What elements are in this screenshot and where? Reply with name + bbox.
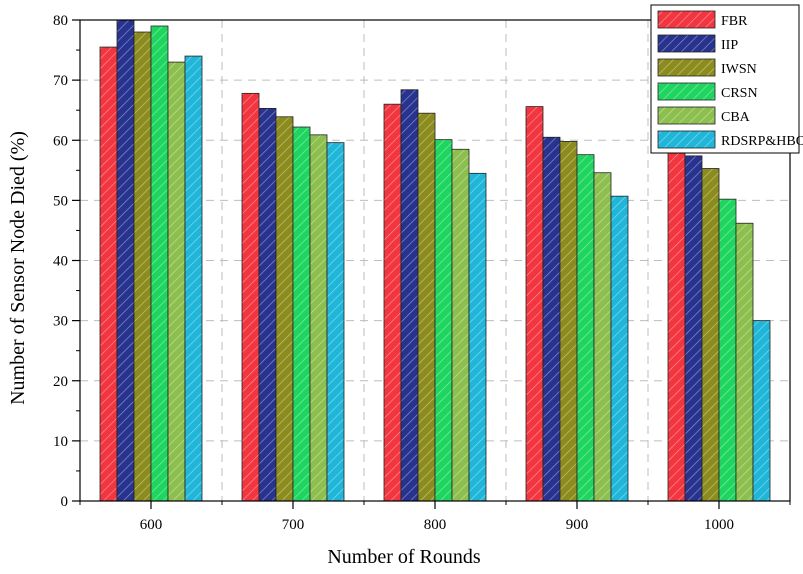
bar-rdsrp-hbo-1000 [752, 320, 771, 502]
bar-cba-600 [167, 61, 186, 502]
x-tick-label: 700 [282, 517, 305, 533]
legend-label: CBA [721, 110, 751, 125]
bar-iip-1000 [684, 155, 703, 502]
bar-iip-700 [258, 107, 277, 502]
bar-cba-1000 [735, 222, 754, 502]
bar-crsn-800 [434, 139, 453, 502]
y-tick-label: 30 [53, 314, 68, 330]
bar-fbr-900 [525, 106, 544, 502]
legend-box [650, 4, 800, 154]
x-tick-label: 800 [424, 517, 447, 533]
legend-label: IIP [721, 38, 738, 53]
y-tick-label: 20 [53, 374, 68, 390]
bar-crsn-600 [150, 25, 169, 502]
legend: FBR IIP IWSN CRSN CBA RDSRP&HBO [650, 4, 803, 154]
bar-rdsrp-hbo-900 [610, 195, 629, 502]
bar-group [99, 19, 771, 502]
x-tick-label: 900 [566, 517, 589, 533]
bar-iip-900 [542, 136, 561, 502]
bar-iip-800 [400, 89, 419, 502]
legend-label: RDSRP&HBO [721, 134, 803, 149]
bar-cba-900 [593, 172, 612, 502]
y-tick-label: 70 [53, 73, 68, 89]
y-tick-label: 0 [61, 494, 69, 510]
bar-rdsrp-hbo-800 [468, 172, 487, 502]
bar-rdsrp-hbo-600 [184, 55, 203, 502]
x-tick-label: 1000 [704, 517, 734, 533]
bar-fbr-1000 [667, 136, 686, 502]
y-tick-label: 50 [53, 193, 68, 209]
bar-cba-800 [451, 148, 470, 502]
legend-swatch [657, 58, 716, 77]
bar-fbr-700 [241, 92, 260, 502]
bar-iwsn-800 [417, 112, 436, 502]
legend-swatch [657, 106, 716, 125]
bar-iwsn-700 [275, 116, 294, 502]
bar-iip-600 [116, 19, 135, 502]
bar-iwsn-1000 [701, 168, 720, 502]
y-tick-label: 60 [53, 133, 68, 149]
bar-iwsn-600 [133, 31, 152, 502]
bar-crsn-900 [576, 154, 595, 502]
bar-iwsn-900 [559, 141, 578, 502]
legend-swatch [657, 34, 716, 53]
legend-swatch [657, 10, 716, 29]
x-tick-label: 600 [140, 517, 163, 533]
y-axis-ticks: 0 10 20 30 40 50 60 70 80 [53, 13, 80, 510]
bar-fbr-800 [383, 103, 402, 502]
legend-label: CRSN [721, 86, 758, 101]
bar-rdsrp-hbo-700 [326, 142, 345, 502]
bar-cba-700 [309, 134, 328, 502]
y-tick-label: 80 [53, 13, 68, 29]
bar-fbr-600 [99, 46, 118, 502]
y-tick-label: 40 [53, 254, 68, 270]
legend-label: IWSN [721, 62, 757, 77]
legend-swatch [657, 130, 716, 149]
bar-crsn-1000 [718, 198, 737, 502]
x-axis-title: Number of Rounds [327, 546, 481, 568]
legend-swatch [657, 82, 716, 101]
x-axis-ticks: 600 700 800 900 1000 [79, 501, 791, 533]
legend-label: FBR [721, 14, 748, 29]
y-tick-label: 10 [53, 434, 68, 450]
bar-crsn-700 [292, 126, 311, 502]
y-axis-title: Number of Sensor Node Died (%) [7, 131, 29, 405]
